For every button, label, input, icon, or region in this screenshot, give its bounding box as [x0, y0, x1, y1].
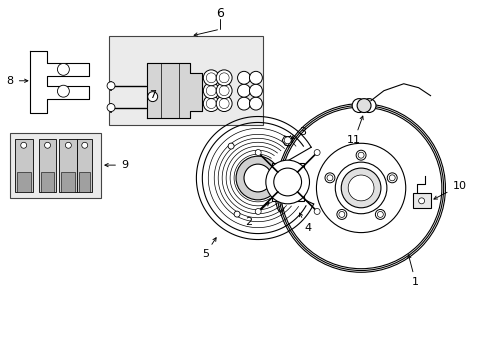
Circle shape: [228, 143, 234, 149]
Circle shape: [377, 211, 383, 217]
Circle shape: [206, 73, 216, 83]
Circle shape: [255, 208, 261, 215]
Circle shape: [386, 173, 396, 183]
Circle shape: [244, 164, 271, 192]
Circle shape: [388, 175, 394, 181]
Circle shape: [335, 162, 386, 214]
Circle shape: [278, 105, 443, 270]
Circle shape: [357, 152, 364, 158]
Text: 8: 8: [7, 76, 28, 86]
Circle shape: [276, 104, 445, 272]
Circle shape: [325, 173, 334, 183]
Circle shape: [255, 149, 261, 156]
Circle shape: [20, 142, 27, 148]
Bar: [10, 133, 101, 198]
Circle shape: [216, 70, 232, 86]
Circle shape: [57, 63, 69, 75]
Bar: [79, 172, 90, 192]
Circle shape: [418, 198, 424, 204]
Circle shape: [361, 99, 375, 113]
Circle shape: [219, 73, 229, 83]
Circle shape: [203, 70, 219, 86]
Bar: [60, 139, 77, 192]
Circle shape: [356, 99, 370, 113]
Text: 9: 9: [105, 160, 128, 170]
Circle shape: [341, 168, 380, 208]
Polygon shape: [30, 51, 89, 113]
Circle shape: [326, 175, 332, 181]
Bar: [41, 172, 54, 192]
Circle shape: [249, 71, 262, 84]
Circle shape: [355, 150, 366, 160]
Circle shape: [237, 84, 250, 97]
Circle shape: [351, 99, 366, 113]
Circle shape: [65, 142, 71, 148]
Bar: [15, 139, 33, 192]
Circle shape: [234, 211, 240, 217]
Bar: [412, 193, 429, 208]
Bar: [61, 172, 75, 192]
Circle shape: [273, 168, 301, 196]
Bar: [17, 172, 31, 192]
Circle shape: [57, 85, 69, 97]
Circle shape: [313, 208, 320, 215]
Circle shape: [338, 211, 344, 217]
Circle shape: [249, 97, 262, 110]
Circle shape: [313, 149, 320, 156]
Bar: [39, 139, 56, 192]
Circle shape: [249, 84, 262, 97]
Polygon shape: [146, 63, 202, 118]
Circle shape: [265, 160, 309, 204]
Bar: [271, 163, 303, 201]
Bar: [109, 36, 263, 125]
Circle shape: [237, 97, 250, 110]
Circle shape: [147, 92, 157, 102]
Circle shape: [44, 142, 50, 148]
Circle shape: [236, 156, 279, 200]
Circle shape: [216, 96, 232, 112]
Text: 3: 3: [290, 127, 306, 139]
Circle shape: [203, 83, 219, 99]
Circle shape: [206, 99, 216, 109]
Circle shape: [219, 86, 229, 96]
Circle shape: [336, 210, 346, 219]
Text: 11: 11: [346, 116, 363, 145]
Text: 1: 1: [407, 255, 418, 287]
Bar: [77, 139, 92, 192]
Circle shape: [237, 71, 250, 84]
Text: 5: 5: [202, 238, 216, 260]
Circle shape: [280, 107, 441, 269]
Text: 4: 4: [299, 213, 310, 233]
Circle shape: [284, 137, 290, 144]
Circle shape: [107, 82, 115, 90]
Circle shape: [206, 86, 216, 96]
Circle shape: [316, 143, 405, 233]
Circle shape: [219, 99, 229, 109]
Circle shape: [81, 142, 87, 148]
Text: 10: 10: [433, 181, 466, 199]
Circle shape: [216, 83, 232, 99]
Circle shape: [375, 210, 385, 219]
Circle shape: [347, 175, 373, 201]
Circle shape: [203, 96, 219, 112]
Text: 7: 7: [149, 90, 156, 100]
Text: 6: 6: [216, 7, 224, 20]
Circle shape: [107, 104, 115, 112]
Text: 2: 2: [244, 202, 268, 227]
